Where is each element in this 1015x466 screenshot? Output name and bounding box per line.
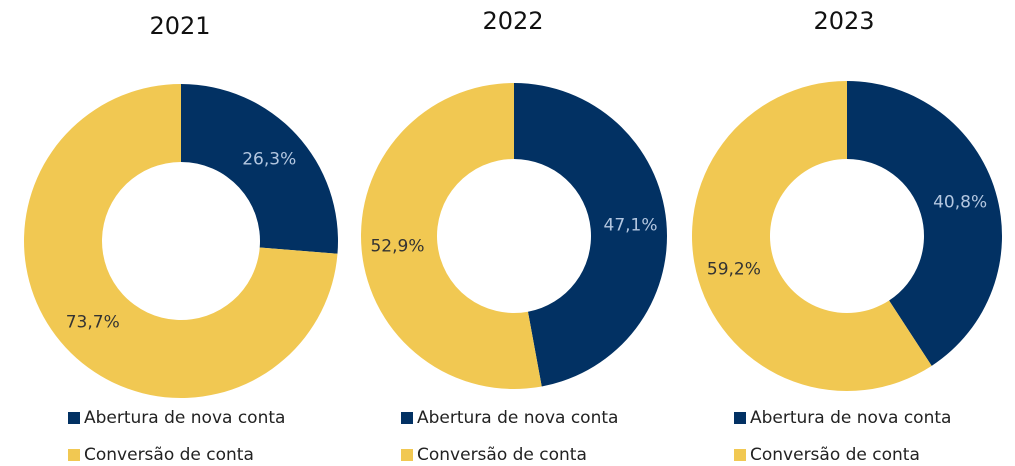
data-label: 59,2% xyxy=(707,260,761,280)
legend-label: Abertura de nova conta xyxy=(417,408,618,428)
legend-swatch xyxy=(68,412,80,424)
data-label: 40,8% xyxy=(933,192,987,212)
donut-slice xyxy=(847,81,1002,366)
legend-label: Abertura de nova conta xyxy=(750,408,951,428)
legend-swatch xyxy=(734,449,746,461)
legend-swatch xyxy=(68,449,80,461)
legend-label: Conversão de conta xyxy=(750,445,920,465)
legend-label: Conversão de conta xyxy=(417,445,587,465)
donut-slice xyxy=(691,81,932,391)
legend-swatch xyxy=(734,412,746,424)
legend-label: Abertura de nova conta xyxy=(84,408,285,428)
chart-title: 2023 xyxy=(813,7,874,35)
legend-label: Conversão de conta xyxy=(84,445,254,465)
chart-title: 2022 xyxy=(482,7,543,35)
donut-slice xyxy=(514,83,667,387)
legend-swatch xyxy=(401,449,413,461)
legend-swatch xyxy=(401,412,413,424)
data-label: 26,3% xyxy=(242,150,296,170)
donut-slice xyxy=(360,83,542,390)
donut-slice xyxy=(181,84,339,254)
donut-slice xyxy=(23,84,338,398)
chart-title: 2021 xyxy=(149,12,210,40)
data-label: 52,9% xyxy=(370,237,424,257)
data-label: 73,7% xyxy=(66,312,120,332)
data-label: 47,1% xyxy=(604,215,658,235)
